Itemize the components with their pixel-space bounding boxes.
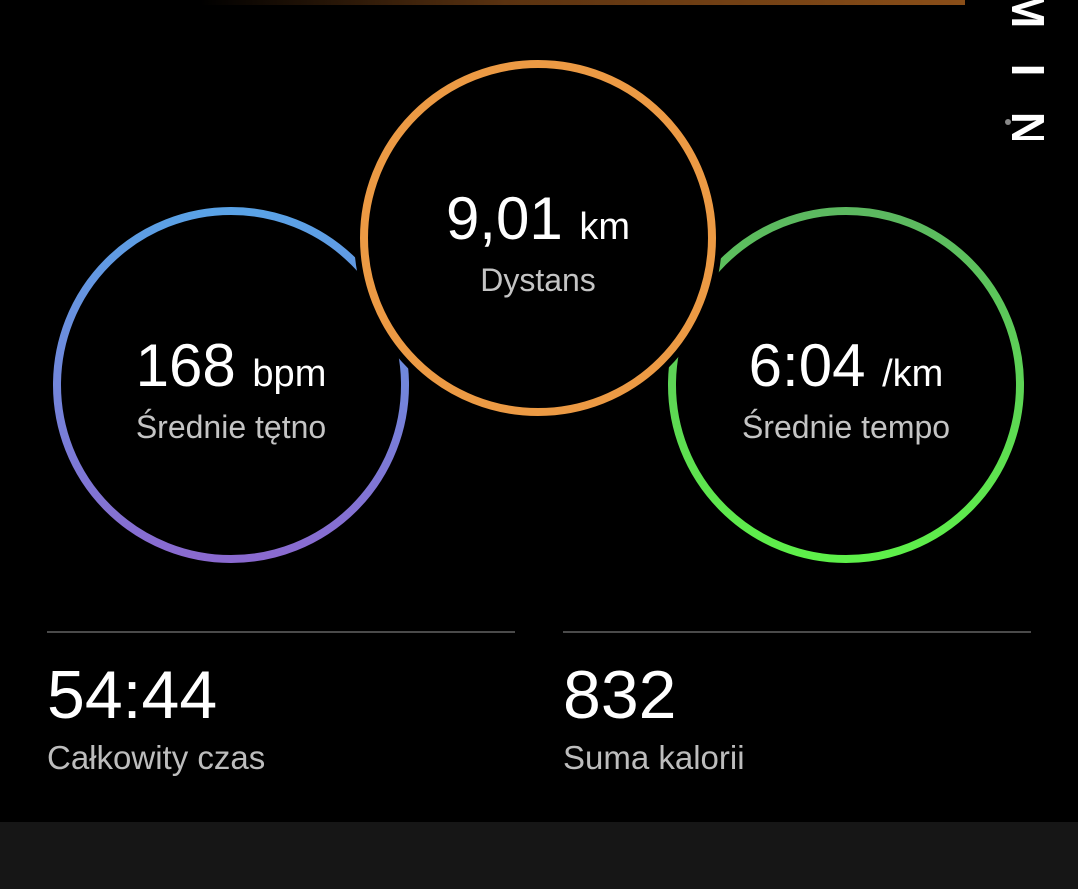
heart-rate-value: 168 — [135, 332, 236, 399]
distance-value: 9,01 — [445, 185, 563, 252]
pace-metric[interactable]: 6:04 /km Średnie tempo — [676, 333, 1016, 447]
distance-unit: km — [579, 206, 631, 248]
heart-rate-metric[interactable]: 168 bpm Średnie tętno — [61, 333, 401, 447]
pace-label: Średnie tempo — [741, 409, 951, 445]
heart-rate-ring — [53, 207, 409, 563]
svg-text:MIN: MIN — [1002, 0, 1050, 140]
bottom-panel — [0, 822, 1078, 889]
total-time-label: Całkowity czas — [47, 739, 266, 776]
garmin-logo: MIN — [1002, 0, 1050, 140]
calories-stat: 832 Suma kalorii — [563, 631, 1031, 777]
total-time-stat: 54:44 Całkowity czas — [47, 631, 515, 777]
distance-ring — [360, 60, 716, 416]
heart-rate-label: Średnie tętno — [135, 409, 327, 445]
calories-value: 832 — [563, 657, 677, 733]
calories-label: Suma kalorii — [563, 739, 745, 776]
metric-rings — [53, 60, 1024, 563]
distance-label: Dystans — [480, 262, 596, 298]
pace-unit: /km — [882, 353, 944, 395]
activity-header-bar — [200, 0, 965, 5]
pace-value: 6:04 — [748, 332, 866, 399]
distance-metric[interactable]: 9,01 km Dystans — [368, 186, 708, 300]
heart-rate-unit: bpm — [252, 353, 327, 395]
total-time-value: 54:44 — [47, 657, 218, 733]
pace-ring — [668, 207, 1024, 563]
